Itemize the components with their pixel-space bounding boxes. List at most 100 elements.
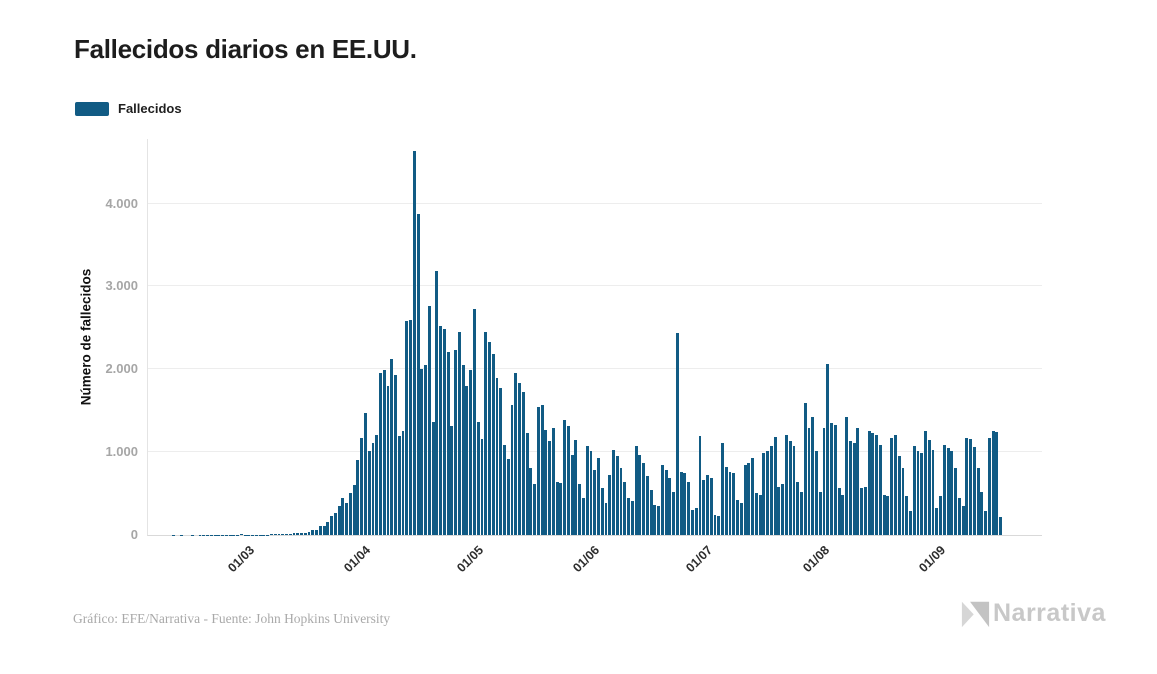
bar[interactable] xyxy=(751,458,755,535)
bar[interactable] xyxy=(796,481,800,535)
bar[interactable] xyxy=(724,466,728,535)
bar[interactable] xyxy=(991,431,995,535)
bar[interactable] xyxy=(386,386,390,535)
bar[interactable] xyxy=(619,467,623,535)
bar[interactable] xyxy=(292,533,296,535)
bar[interactable] xyxy=(912,446,916,535)
bar[interactable] xyxy=(266,534,270,535)
bar[interactable] xyxy=(307,531,311,535)
bar[interactable] xyxy=(905,496,909,535)
bar[interactable] xyxy=(390,359,394,535)
bar[interactable] xyxy=(277,534,281,535)
bar[interactable] xyxy=(412,151,416,535)
bar[interactable] xyxy=(826,363,830,535)
bar[interactable] xyxy=(995,431,999,535)
bar[interactable] xyxy=(450,426,454,535)
bar[interactable] xyxy=(348,493,352,535)
bar[interactable] xyxy=(818,491,822,535)
bar[interactable] xyxy=(604,503,608,535)
bar[interactable] xyxy=(893,434,897,535)
bar[interactable] xyxy=(927,439,931,535)
bar[interactable] xyxy=(371,443,375,535)
bar[interactable] xyxy=(623,481,627,535)
legend-item-fallecidos[interactable]: Fallecidos xyxy=(75,101,182,116)
bar[interactable] xyxy=(792,446,796,535)
bar[interactable] xyxy=(318,525,322,535)
bar[interactable] xyxy=(420,369,424,535)
bar[interactable] xyxy=(920,452,924,535)
bar[interactable] xyxy=(555,481,559,535)
bar[interactable] xyxy=(582,498,585,535)
bar[interactable] xyxy=(589,451,593,535)
bar[interactable] xyxy=(525,433,529,535)
bar[interactable] xyxy=(743,465,747,535)
bar[interactable] xyxy=(247,534,251,535)
bar[interactable] xyxy=(300,532,303,535)
bar[interactable] xyxy=(845,416,849,535)
bar[interactable] xyxy=(363,413,367,535)
bar[interactable] xyxy=(442,328,446,535)
bar[interactable] xyxy=(815,451,818,535)
bar[interactable] xyxy=(593,469,597,535)
bar[interactable] xyxy=(634,446,638,535)
bar[interactable] xyxy=(863,486,867,535)
bar[interactable] xyxy=(454,350,458,535)
bar[interactable] xyxy=(924,431,927,535)
bar[interactable] xyxy=(615,456,619,535)
bar[interactable] xyxy=(533,483,537,535)
bar[interactable] xyxy=(747,463,751,535)
bar[interactable] xyxy=(694,508,698,535)
bar[interactable] xyxy=(837,488,841,535)
bar[interactable] xyxy=(630,501,634,535)
bar[interactable] xyxy=(574,439,578,535)
bar[interactable] xyxy=(281,534,285,535)
bar[interactable] xyxy=(427,306,431,535)
bar[interactable] xyxy=(315,529,318,535)
bar[interactable] xyxy=(935,508,939,535)
bar[interactable] xyxy=(969,439,973,535)
bar[interactable] xyxy=(954,468,958,535)
bar[interactable] xyxy=(657,506,661,535)
bar[interactable] xyxy=(984,510,988,535)
bar[interactable] xyxy=(890,438,894,535)
bar[interactable] xyxy=(645,476,649,535)
bar[interactable] xyxy=(488,341,491,535)
bar[interactable] xyxy=(660,464,664,535)
bar[interactable] xyxy=(668,478,672,535)
bar[interactable] xyxy=(878,444,882,535)
bar[interactable] xyxy=(435,270,439,535)
bar[interactable] xyxy=(784,435,788,535)
bar[interactable] xyxy=(833,424,837,535)
bar[interactable] xyxy=(360,438,364,535)
bar[interactable] xyxy=(431,421,435,535)
bar[interactable] xyxy=(856,428,860,535)
bar[interactable] xyxy=(518,383,521,535)
bar[interactable] xyxy=(822,428,826,535)
bar[interactable] xyxy=(803,403,807,535)
bar[interactable] xyxy=(773,436,777,535)
bar[interactable] xyxy=(875,434,879,535)
bar[interactable] xyxy=(476,421,480,535)
bar[interactable] xyxy=(691,509,694,535)
bar[interactable] xyxy=(807,428,811,535)
bar[interactable] xyxy=(739,503,743,535)
bar[interactable] xyxy=(830,423,833,535)
bar[interactable] xyxy=(548,441,552,535)
bar[interactable] xyxy=(916,451,920,535)
bar[interactable] xyxy=(897,456,901,535)
bar[interactable] xyxy=(472,308,476,535)
bar[interactable] xyxy=(495,377,499,535)
bar[interactable] xyxy=(405,321,409,535)
bar[interactable] xyxy=(469,370,473,535)
bar[interactable] xyxy=(736,499,739,535)
bar[interactable] xyxy=(706,474,709,535)
bar[interactable] xyxy=(931,449,935,535)
bar[interactable] xyxy=(484,331,488,535)
bar[interactable] xyxy=(330,516,334,535)
bar[interactable] xyxy=(754,493,758,535)
bar[interactable] xyxy=(957,498,961,535)
bar[interactable] xyxy=(461,365,465,535)
bar[interactable] xyxy=(980,491,984,535)
bar[interactable] xyxy=(698,436,702,535)
bar[interactable] xyxy=(675,333,679,535)
